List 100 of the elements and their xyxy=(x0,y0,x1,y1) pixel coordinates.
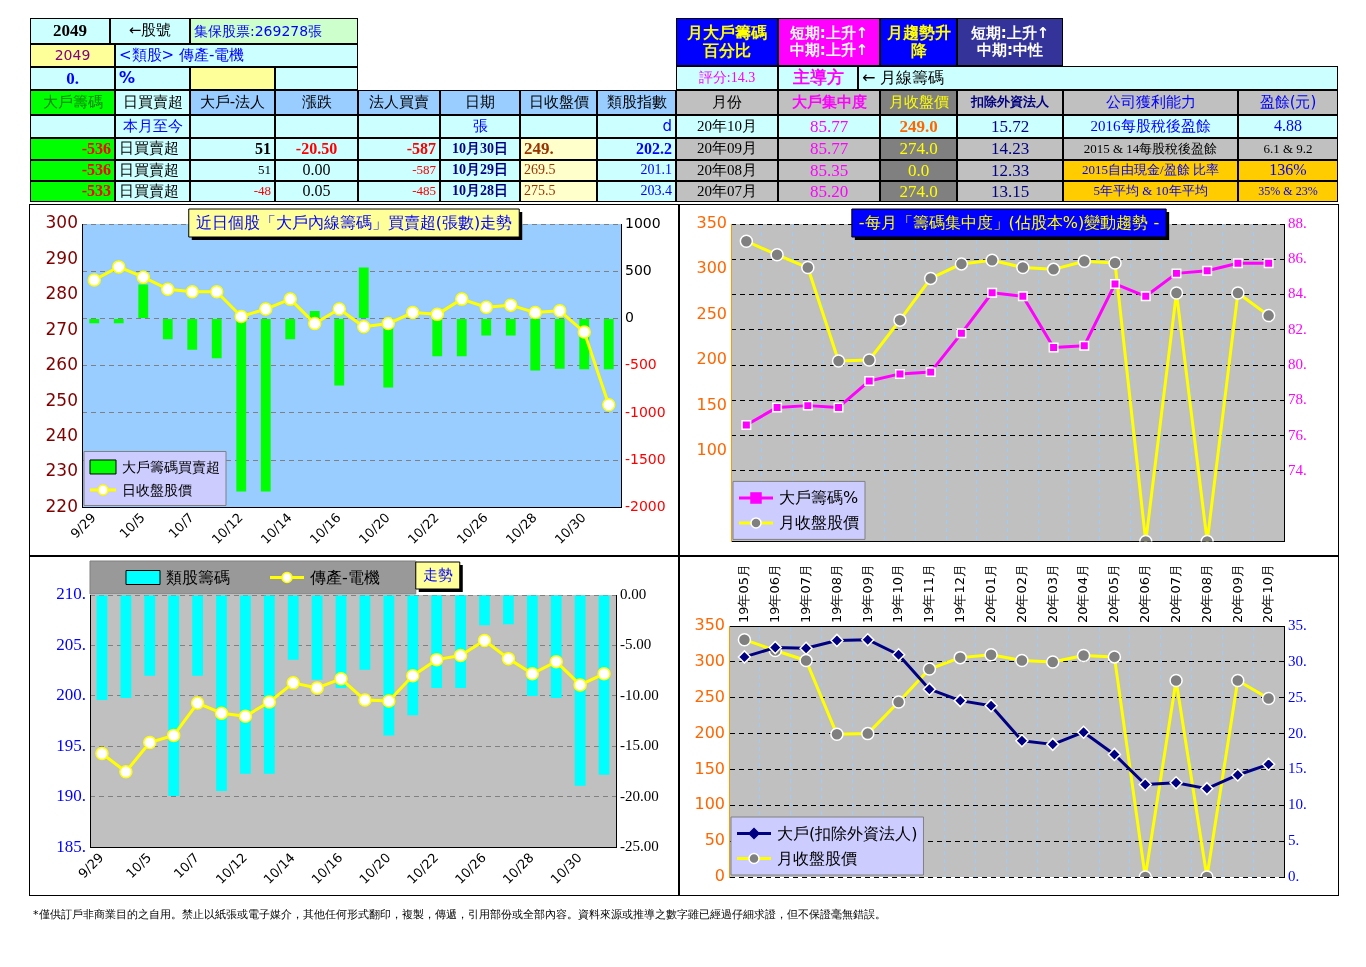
point xyxy=(1169,775,1183,790)
point xyxy=(1171,268,1182,279)
point xyxy=(190,696,205,710)
text: 公司獲利能力 xyxy=(1105,92,1196,112)
bar xyxy=(162,318,173,340)
text: ←股號 xyxy=(128,21,172,40)
point xyxy=(1017,291,1028,302)
bar xyxy=(113,318,124,324)
y-tick-label: 76. xyxy=(1288,426,1307,443)
y-tick-label: 50 xyxy=(704,830,725,850)
point xyxy=(984,698,998,713)
bar xyxy=(138,284,149,318)
y2-tick-label: 260 xyxy=(45,354,78,375)
bar xyxy=(309,310,320,318)
text: 2016每股稅後盈餘 xyxy=(1090,117,1211,136)
text: 短期:上升↑ 中期:上升↑ xyxy=(789,23,869,60)
text: 5年平均 & 10年平均 xyxy=(1093,183,1208,199)
text: 85.35 xyxy=(809,160,849,181)
point xyxy=(799,641,813,656)
point xyxy=(143,735,157,750)
legend-label: 月收盤股價 xyxy=(777,848,857,868)
y2-tick-label: 10. xyxy=(1288,796,1307,813)
text: % xyxy=(119,68,136,88)
text: 日買賣超 xyxy=(119,160,179,180)
y-tick-label: 200 xyxy=(694,722,725,742)
chart-title: 走勢 xyxy=(422,566,453,585)
point xyxy=(864,375,875,386)
y2-tick-label: 35. xyxy=(1288,617,1307,634)
point xyxy=(1200,781,1214,796)
point xyxy=(891,648,906,662)
point xyxy=(597,667,611,681)
point xyxy=(553,304,567,318)
x-tick-label: 19年10月 xyxy=(890,563,906,624)
point xyxy=(185,284,199,299)
point xyxy=(332,302,346,316)
bar xyxy=(211,318,222,359)
x-tick-label: 20年09月 xyxy=(1229,563,1245,624)
x-tick-label: 20年04月 xyxy=(1075,563,1091,624)
point xyxy=(136,270,150,284)
text: 10月29日 xyxy=(452,162,508,179)
point xyxy=(922,682,937,696)
y-tick-label: 100 xyxy=(694,794,725,814)
text: 85.20 xyxy=(809,181,849,202)
y-tick-label: -20.00 xyxy=(620,787,659,804)
legend-label: 大戶籌碼買賣超 xyxy=(122,458,220,475)
text: 51 xyxy=(258,162,271,178)
point xyxy=(737,650,752,664)
y2-tick-label: 5. xyxy=(1288,832,1300,849)
point xyxy=(501,651,516,666)
point xyxy=(310,681,324,695)
text: 0.0 xyxy=(907,160,930,181)
text: 275.5 xyxy=(524,183,556,200)
bar xyxy=(334,318,345,386)
point xyxy=(861,632,875,647)
text: 日期 xyxy=(465,92,495,112)
y-tick-label: 74. xyxy=(1288,461,1307,478)
text: 0.00 xyxy=(302,161,331,180)
text: 月趨勢升降 xyxy=(885,22,952,61)
y-tick-label: 80. xyxy=(1288,356,1307,372)
text: 201.1 xyxy=(640,162,672,179)
point xyxy=(477,633,492,648)
bar xyxy=(456,318,467,357)
text: 大戶集中度 xyxy=(791,92,867,112)
text: 51 xyxy=(255,139,271,159)
point xyxy=(925,367,936,378)
text: 136% xyxy=(1269,161,1307,180)
y2-tick-label: 185. xyxy=(56,836,86,856)
text: 大戶籌碼 xyxy=(42,92,103,112)
y2-tick-label: 230 xyxy=(45,460,78,481)
text: 202.2 xyxy=(636,139,672,159)
y-tick-label: -1500 xyxy=(625,450,666,467)
text: 269.5 xyxy=(524,162,556,179)
y-tick-label: 0.00 xyxy=(620,585,647,602)
y-tick-label: -500 xyxy=(625,356,657,373)
text: 6.1 & 9.2 xyxy=(1263,140,1313,157)
point xyxy=(741,420,752,431)
point xyxy=(1107,747,1122,762)
point xyxy=(802,400,813,411)
point xyxy=(1015,734,1029,748)
point xyxy=(987,287,998,298)
y-tick-label: 1000 xyxy=(625,214,661,231)
y-tick-label: 88. xyxy=(1288,214,1307,231)
point xyxy=(1263,258,1274,269)
chart-title: -每月「籌碼集中度」(佔股本%)變動趨勢 - xyxy=(858,213,1160,233)
legend-label: 類股籌碼 xyxy=(166,567,230,587)
bar xyxy=(554,318,565,369)
text: 張 xyxy=(472,116,488,136)
bar xyxy=(505,318,516,336)
point xyxy=(1079,340,1090,351)
x-tick-label: 20年10月 xyxy=(1260,563,1276,624)
text: -587 xyxy=(406,139,436,159)
bar xyxy=(260,318,271,492)
text: 月份 xyxy=(712,92,742,112)
bar xyxy=(481,318,492,336)
text: 主導方 xyxy=(792,67,844,88)
point xyxy=(1076,725,1091,739)
text: 15.72 xyxy=(990,116,1030,137)
y2-tick-label: 205. xyxy=(56,634,86,654)
point xyxy=(602,397,616,412)
bar xyxy=(236,318,247,492)
